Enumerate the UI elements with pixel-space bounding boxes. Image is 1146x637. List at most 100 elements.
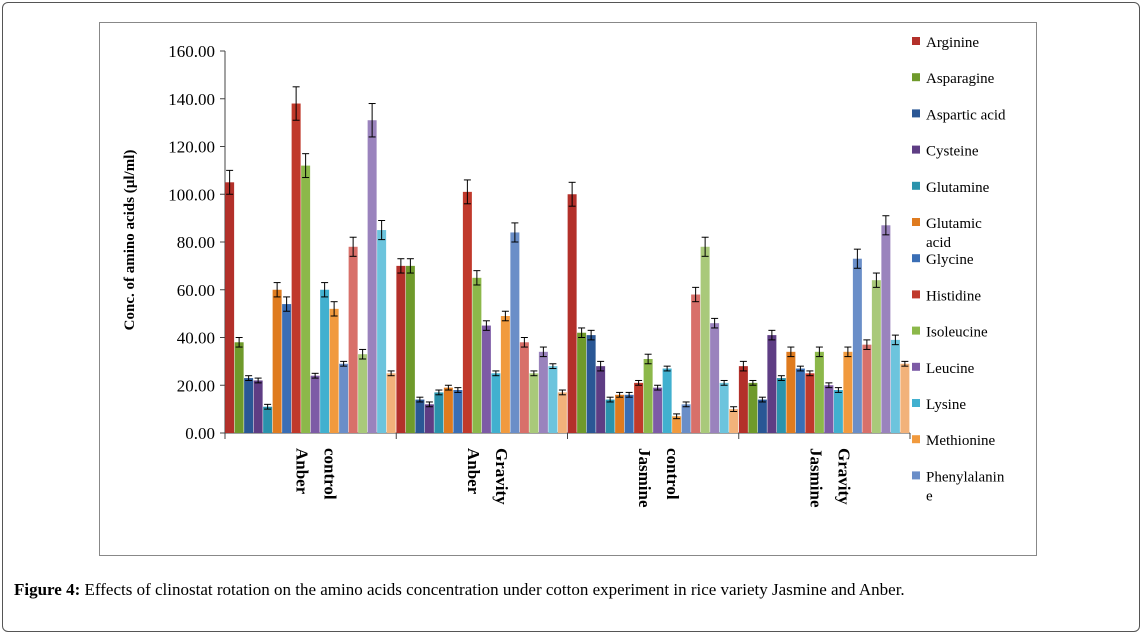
legend-swatch-glycine — [912, 254, 920, 263]
legend-label-aspartic-acid: Aspartic acid — [926, 107, 1006, 123]
bar-isoleucine — [472, 277, 482, 433]
bar-methionine — [843, 351, 853, 433]
bar-series-18 — [386, 373, 396, 433]
bar-asparagine — [748, 382, 758, 433]
bar-phenylalanine — [681, 404, 691, 433]
legend-swatch-arginine — [912, 37, 920, 45]
legend-swatch-leucine — [912, 362, 920, 371]
bar-series-16 — [367, 120, 377, 434]
legend-swatch-isoleucine — [912, 326, 920, 335]
bar-series-18 — [729, 409, 739, 433]
bar-methionine — [329, 308, 339, 433]
legend-swatch-asparagine — [912, 73, 920, 82]
bar-glutamic-acid — [786, 351, 796, 433]
bar-isoleucine — [301, 165, 311, 433]
bar-arginine — [225, 182, 235, 433]
bar-isoleucine — [814, 351, 824, 433]
x-category-label-line1: Anber — [293, 448, 312, 495]
bar-glutamic-acid — [272, 289, 282, 433]
x-category-label-line2: control — [663, 448, 682, 500]
bar-histidine — [462, 191, 472, 433]
bar-leucine — [653, 387, 663, 433]
bar-series-14 — [519, 342, 529, 433]
x-category-label-line1: Jasmine — [806, 448, 825, 508]
bar-phenylalanine — [510, 232, 520, 433]
legend-label-arginine: Arginine — [926, 35, 979, 51]
bar-glutamic-acid — [443, 387, 453, 433]
x-category-label-line1: Jasmine — [635, 448, 654, 508]
bar-aspartic-acid — [244, 378, 254, 433]
bar-lysine — [320, 289, 330, 433]
bar-phenylalanine — [339, 363, 349, 433]
bar-lysine — [491, 373, 501, 433]
bar-series-18 — [900, 363, 910, 433]
bar-cysteine — [253, 380, 263, 433]
bar-arginine — [738, 366, 748, 433]
legend-swatch-phenylalanine — [912, 471, 920, 480]
bar-arginine — [567, 194, 577, 433]
bar-isoleucine — [643, 358, 653, 433]
y-tick-label: 140.00 — [168, 90, 215, 109]
caption-label: Figure 4: — [14, 580, 81, 599]
bar-histidine — [634, 382, 644, 433]
figure-caption: Figure 4: Effects of clinostat rotation … — [14, 580, 905, 600]
legend-label-asparagine: Asparagine — [926, 71, 995, 87]
bar-asparagine — [234, 342, 244, 433]
bar-glycine — [624, 394, 634, 433]
bar-series-17 — [377, 230, 387, 433]
legend-swatch-glutamic-acid — [912, 218, 920, 226]
bar-series-15 — [871, 280, 881, 433]
bar-series-14 — [348, 246, 358, 433]
bar-asparagine — [577, 332, 587, 433]
x-category-label-line2: Gravity — [492, 448, 511, 505]
legend-label-isoleucine: Isoleucine — [926, 325, 988, 341]
bar-cysteine — [424, 404, 434, 433]
bar-series-16 — [710, 323, 720, 433]
y-tick-label: 120.00 — [168, 138, 215, 157]
bar-series-15 — [529, 373, 539, 433]
legend-label-cysteine: Cysteine — [926, 144, 979, 160]
x-category-label-line2: Gravity — [834, 448, 853, 505]
legend-label-glutamine: Glutamine — [926, 180, 990, 196]
x-category-label-line2: control — [321, 448, 340, 500]
legend-swatch-aspartic-acid — [912, 109, 920, 118]
bar-series-14 — [862, 344, 872, 433]
bar-series-17 — [890, 339, 900, 433]
y-tick-label: 20.00 — [177, 376, 215, 395]
legend-label-phenylalanine: Phenylalanin — [926, 469, 1005, 485]
bar-leucine — [310, 375, 320, 433]
legend-swatch-histidine — [912, 290, 920, 299]
bar-glutamine — [434, 392, 444, 433]
legend-label-glutamic-acid: Glutamic — [926, 216, 982, 232]
y-tick-label: 100.00 — [168, 185, 215, 204]
bar-series-16 — [881, 225, 891, 433]
bar-series-16 — [538, 351, 548, 433]
chart-area-border — [99, 22, 1037, 556]
bar-series-15 — [358, 354, 368, 433]
bar-cysteine — [767, 335, 777, 433]
bar-series-17 — [719, 382, 729, 433]
legend-swatch-lysine — [912, 399, 920, 407]
bar-asparagine — [405, 265, 415, 433]
bar-glutamine — [605, 399, 615, 433]
bar-phenylalanine — [852, 258, 862, 433]
y-tick-label: 160.00 — [168, 42, 215, 61]
bar-aspartic-acid — [757, 399, 767, 433]
bar-series-18 — [557, 392, 567, 433]
y-tick-label: 0.00 — [185, 424, 215, 443]
caption-text: Effects of clinostat rotation on the ami… — [80, 580, 905, 599]
bar-aspartic-acid — [415, 399, 425, 433]
bar-histidine — [291, 103, 301, 434]
bar-series-14 — [691, 294, 701, 433]
y-axis-title: Conc. of amino acids (µl/ml) — [122, 150, 138, 331]
y-tick-label: 40.00 — [177, 329, 215, 348]
bar-glutamine — [263, 406, 273, 433]
legend-swatch-glutamine — [912, 181, 920, 190]
bar-methionine — [500, 316, 510, 433]
y-tick-label: 80.00 — [177, 233, 215, 252]
legend-label-leucine: Leucine — [926, 361, 975, 377]
bar-methionine — [672, 416, 682, 433]
bar-glycine — [453, 390, 463, 433]
